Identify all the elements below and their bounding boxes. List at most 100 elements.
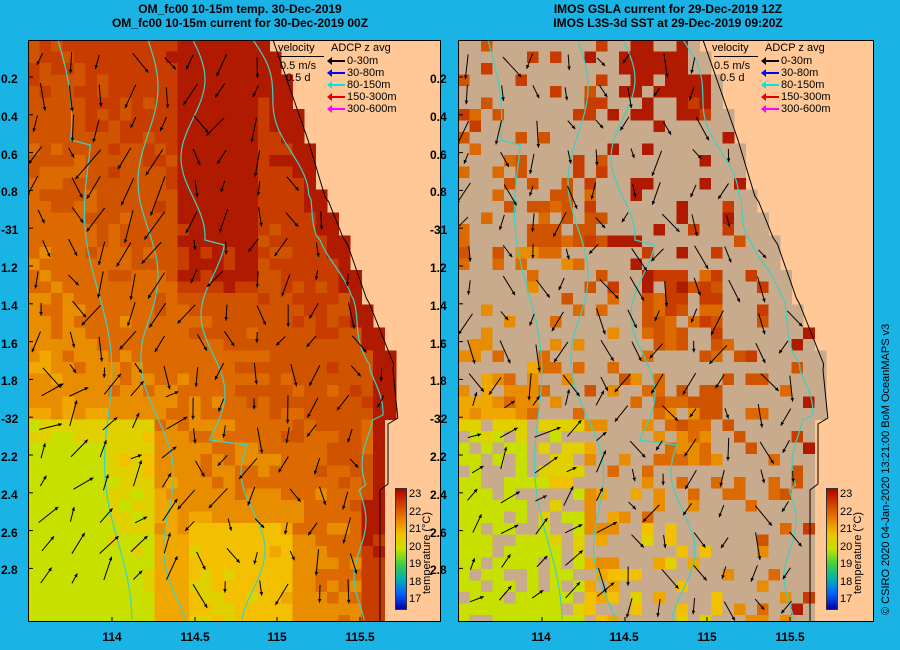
left-title-line2: OM_fc00 10-15m current for 30-Dec-2019 0… (111, 16, 369, 30)
adcp-legend-label: 0-30m (781, 55, 813, 67)
current-arrows (28, 52, 385, 609)
y-tick-label: 2.4 (1, 487, 18, 502)
adcp-legend-item: 30-80m (327, 67, 385, 79)
left-panel-title: OM_fc00 10-15m temp. 30-Dec-2019 OM_fc00… (30, 2, 450, 30)
adcp-legend-label: 80-150m (781, 79, 825, 91)
arrow-icon (327, 57, 345, 66)
right-map-panel (458, 40, 874, 622)
y-tick-label: 2.6 (430, 525, 447, 540)
arrow-icon (327, 69, 345, 78)
map-frame (28, 40, 441, 622)
scale-speed: 0.5 m/s (714, 60, 751, 72)
adcp-legend-item: 150-300m (327, 91, 397, 103)
coastline (702, 40, 829, 622)
adcp-legend-label: 30-80m (781, 67, 819, 79)
x-tick-label: 115 (697, 630, 717, 644)
adcp-title: ADCP z avg (331, 42, 391, 54)
right-title-line2: IMOS L3S-3d SST at 29-Dec-2019 09:20Z (553, 16, 783, 30)
colorbar-gradient (826, 488, 838, 610)
x-tick-label: 115.5 (345, 630, 375, 644)
map-frame (458, 40, 874, 622)
y-tick-label: -31 (430, 223, 448, 238)
left-legend: velocity 0.5 m/s 0.5 d ADCP z avg 0-30m 3… (276, 43, 436, 123)
colorbar-tick: 19 (409, 558, 422, 570)
adcp-legend-label: 150-300m (347, 91, 397, 103)
isobath-line (567, 40, 617, 621)
adcp-legend-item: 80-150m (761, 79, 825, 91)
adcp-legend-item: 30-80m (761, 67, 819, 79)
y-tick-label: 2.2 (1, 450, 18, 464)
adcp-legend-label: 0-30m (347, 55, 379, 67)
scale-speed: 0.5 m/s (280, 60, 317, 72)
adcp-legend-label: 300-600m (781, 103, 831, 115)
adcp-legend-label: 150-300m (781, 91, 831, 103)
arrow-icon (327, 93, 345, 102)
arrow-icon (761, 57, 779, 66)
y-tick-label: 1.8 (1, 374, 18, 389)
arrow-icon (761, 105, 779, 114)
coastline (272, 40, 399, 622)
arrow-icon (761, 69, 779, 78)
x-tick-label: 114 (102, 630, 122, 644)
y-tick-label: 0.4 (430, 109, 447, 124)
adcp-legend-label: 30-80m (347, 67, 385, 79)
colorbar-title: temperature (°C) (421, 511, 433, 594)
isobath-line (252, 40, 384, 621)
isobath-line (137, 40, 187, 621)
colorbar-title: temperature (°C) (852, 511, 864, 594)
y-tick-label: 2.6 (1, 525, 18, 540)
colorbar-tick: 19 (840, 558, 853, 570)
colorbar-tick: 22 (840, 505, 853, 518)
scale-time: 0.5 d (286, 72, 311, 84)
y-tick-label: -31 (1, 223, 19, 238)
arrow-icon (761, 93, 779, 102)
x-tick-label: 114 (531, 630, 551, 644)
colorbar-tick: 17 (840, 593, 853, 605)
isobath-line (57, 40, 133, 621)
isobath-line (682, 40, 814, 621)
current-arrows (458, 53, 803, 621)
y-tick-label: 1.2 (1, 261, 18, 275)
y-tick-label: -32 (430, 412, 448, 427)
velocity-label: velocity (712, 42, 749, 54)
x-tick-label: 115 (267, 630, 287, 644)
y-tick-label: 0.8 (1, 185, 18, 200)
colorbar-tick: 21 (409, 523, 422, 535)
sst-grid (28, 40, 397, 622)
colorbar-tick: 21 (840, 523, 853, 535)
y-tick-label: 0.2 (1, 72, 18, 86)
adcp-legend-item: 0-30m (327, 55, 379, 67)
x-tick-label: 115.5 (775, 630, 805, 644)
colorbar-tick: 17 (409, 593, 422, 605)
y-tick-label: 1.6 (430, 336, 447, 351)
credit-text: © CSIRO 2020 04-Jan-2020 13:21:00 BoM Oc… (880, 323, 892, 615)
adcp-title: ADCP z avg (765, 42, 825, 54)
y-tick-label: -32 (1, 412, 19, 427)
arrow-icon (761, 81, 779, 90)
y-tick-label: 0.4 (1, 109, 18, 124)
colorbar-tick: 20 (409, 540, 422, 553)
scale-time: 0.5 d (720, 72, 745, 84)
left-map-panel (28, 40, 441, 622)
y-tick-label: 2.8 (430, 563, 447, 578)
scale-arrow (714, 56, 758, 57)
arrow-icon (327, 105, 345, 114)
colorbar-tick: 23 (409, 488, 422, 500)
adcp-legend-item: 300-600m (327, 104, 397, 115)
isobath-line (610, 40, 696, 621)
colorbar-tick: 23 (840, 488, 853, 500)
adcp-legend-label: 80-150m (347, 79, 391, 91)
adcp-legend-item: 80-150m (327, 79, 391, 91)
left-title-line1: OM_fc00 10-15m temp. 30-Dec-2019 (138, 2, 342, 16)
y-tick-label: 1.2 (430, 261, 447, 275)
y-tick-label: 2.2 (430, 450, 447, 464)
isobath-line (180, 40, 266, 621)
y-tick-label: 1.4 (430, 298, 447, 313)
y-tick-label: 0.8 (430, 185, 447, 200)
colorbar-tick: 20 (840, 540, 853, 553)
y-tick-label: 0.6 (430, 147, 447, 162)
x-tick-label: 114.5 (609, 630, 639, 644)
x-tick-label: 114.5 (180, 630, 210, 644)
y-tick-label: 1.4 (1, 298, 18, 313)
adcp-legend-item: 0-30m (761, 55, 813, 67)
